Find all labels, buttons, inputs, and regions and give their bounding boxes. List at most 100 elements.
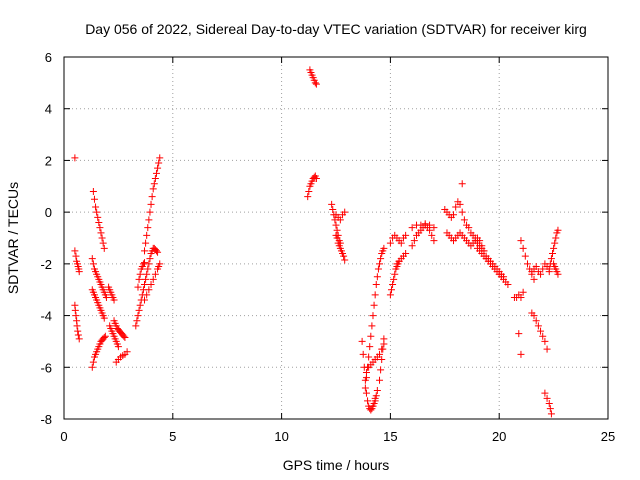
series-m (141, 154, 164, 255)
data-point (397, 239, 405, 247)
data-point (143, 270, 151, 278)
data-point (152, 247, 160, 255)
data-point (373, 387, 381, 395)
data-point (367, 332, 375, 340)
data-point (123, 348, 131, 356)
data-point (340, 252, 348, 260)
x-axis-title: GPS time / hours (283, 457, 390, 473)
axis-ticks: 0 5 10 15 20 25 -8 -6 -4 -2 0 2 4 6 (40, 50, 615, 444)
data-point (376, 260, 384, 268)
series-al (528, 309, 551, 353)
data-point (144, 265, 152, 273)
data-point (541, 337, 549, 345)
data-point (430, 224, 438, 232)
data-point (336, 216, 344, 224)
data-point (546, 405, 554, 413)
data-point (102, 293, 110, 301)
data-point (517, 237, 525, 245)
series-h (106, 322, 122, 351)
data-point (549, 250, 557, 258)
data-point (371, 394, 379, 402)
series-ab (408, 220, 438, 232)
data-point (143, 231, 151, 239)
data-point (368, 322, 376, 330)
data-point (73, 322, 81, 330)
data-point (74, 327, 82, 335)
series-ae (458, 180, 466, 188)
data-point (146, 255, 154, 263)
series-a (71, 154, 83, 276)
data-point (139, 260, 147, 268)
data-point (421, 220, 429, 228)
data-point (410, 237, 418, 245)
chart-title: Day 056 of 2022, Sidereal Day-to-day VTE… (85, 21, 587, 37)
data-point (154, 248, 162, 256)
data-point (366, 343, 374, 351)
data-point (362, 389, 370, 397)
data-point (151, 270, 159, 278)
data-point (554, 270, 562, 278)
data-point (534, 322, 542, 330)
data-point (328, 200, 336, 208)
data-point (551, 239, 559, 247)
data-point (377, 366, 385, 374)
data-point (539, 332, 547, 340)
data-point (147, 281, 155, 289)
data-point (150, 180, 158, 188)
data-point (364, 397, 372, 405)
series-e (88, 286, 108, 322)
data-point (537, 270, 545, 278)
data-point (373, 273, 381, 281)
data-point (374, 265, 382, 273)
series-d (88, 255, 110, 301)
data-point (545, 399, 553, 407)
series-ah (510, 288, 527, 301)
data-point (517, 293, 525, 301)
data-point (370, 301, 378, 309)
data-point (552, 234, 560, 242)
series-ag (473, 234, 508, 281)
data-point (367, 406, 375, 414)
data-point (500, 273, 508, 281)
y-tick-label: 2 (45, 153, 52, 168)
data-point (101, 332, 109, 340)
data-point (93, 208, 101, 216)
x-tick-label: 0 (60, 429, 67, 444)
data-point (380, 244, 388, 252)
series-g (105, 283, 118, 304)
data-point (142, 239, 150, 247)
data-point (332, 221, 340, 229)
data-point (365, 353, 373, 361)
data-point (88, 255, 96, 263)
data-point (110, 296, 118, 304)
data-point (99, 239, 107, 247)
data-point (386, 239, 394, 247)
data-point (517, 350, 525, 358)
series-i (110, 317, 129, 342)
data-point (89, 358, 97, 366)
y-tick-label: -2 (40, 257, 52, 272)
data-point (92, 203, 100, 211)
data-point (121, 334, 129, 342)
data-point (519, 288, 527, 296)
data-point (141, 296, 149, 304)
data-point (134, 312, 142, 320)
data-point (480, 247, 488, 255)
data-point (378, 356, 386, 364)
x-tick-label: 15 (383, 429, 397, 444)
data-point (71, 247, 79, 255)
data-point (430, 237, 438, 245)
data-point (532, 262, 540, 270)
data-point (369, 312, 377, 320)
data-point (371, 291, 379, 299)
data-point (519, 244, 527, 252)
data-point (134, 283, 142, 291)
data-point (90, 195, 98, 203)
data-point (143, 291, 151, 299)
data-point (389, 281, 397, 289)
data-point (532, 317, 540, 325)
data-point (426, 221, 434, 229)
data-point (377, 255, 385, 263)
data-point (390, 275, 398, 283)
data-point (100, 334, 108, 342)
